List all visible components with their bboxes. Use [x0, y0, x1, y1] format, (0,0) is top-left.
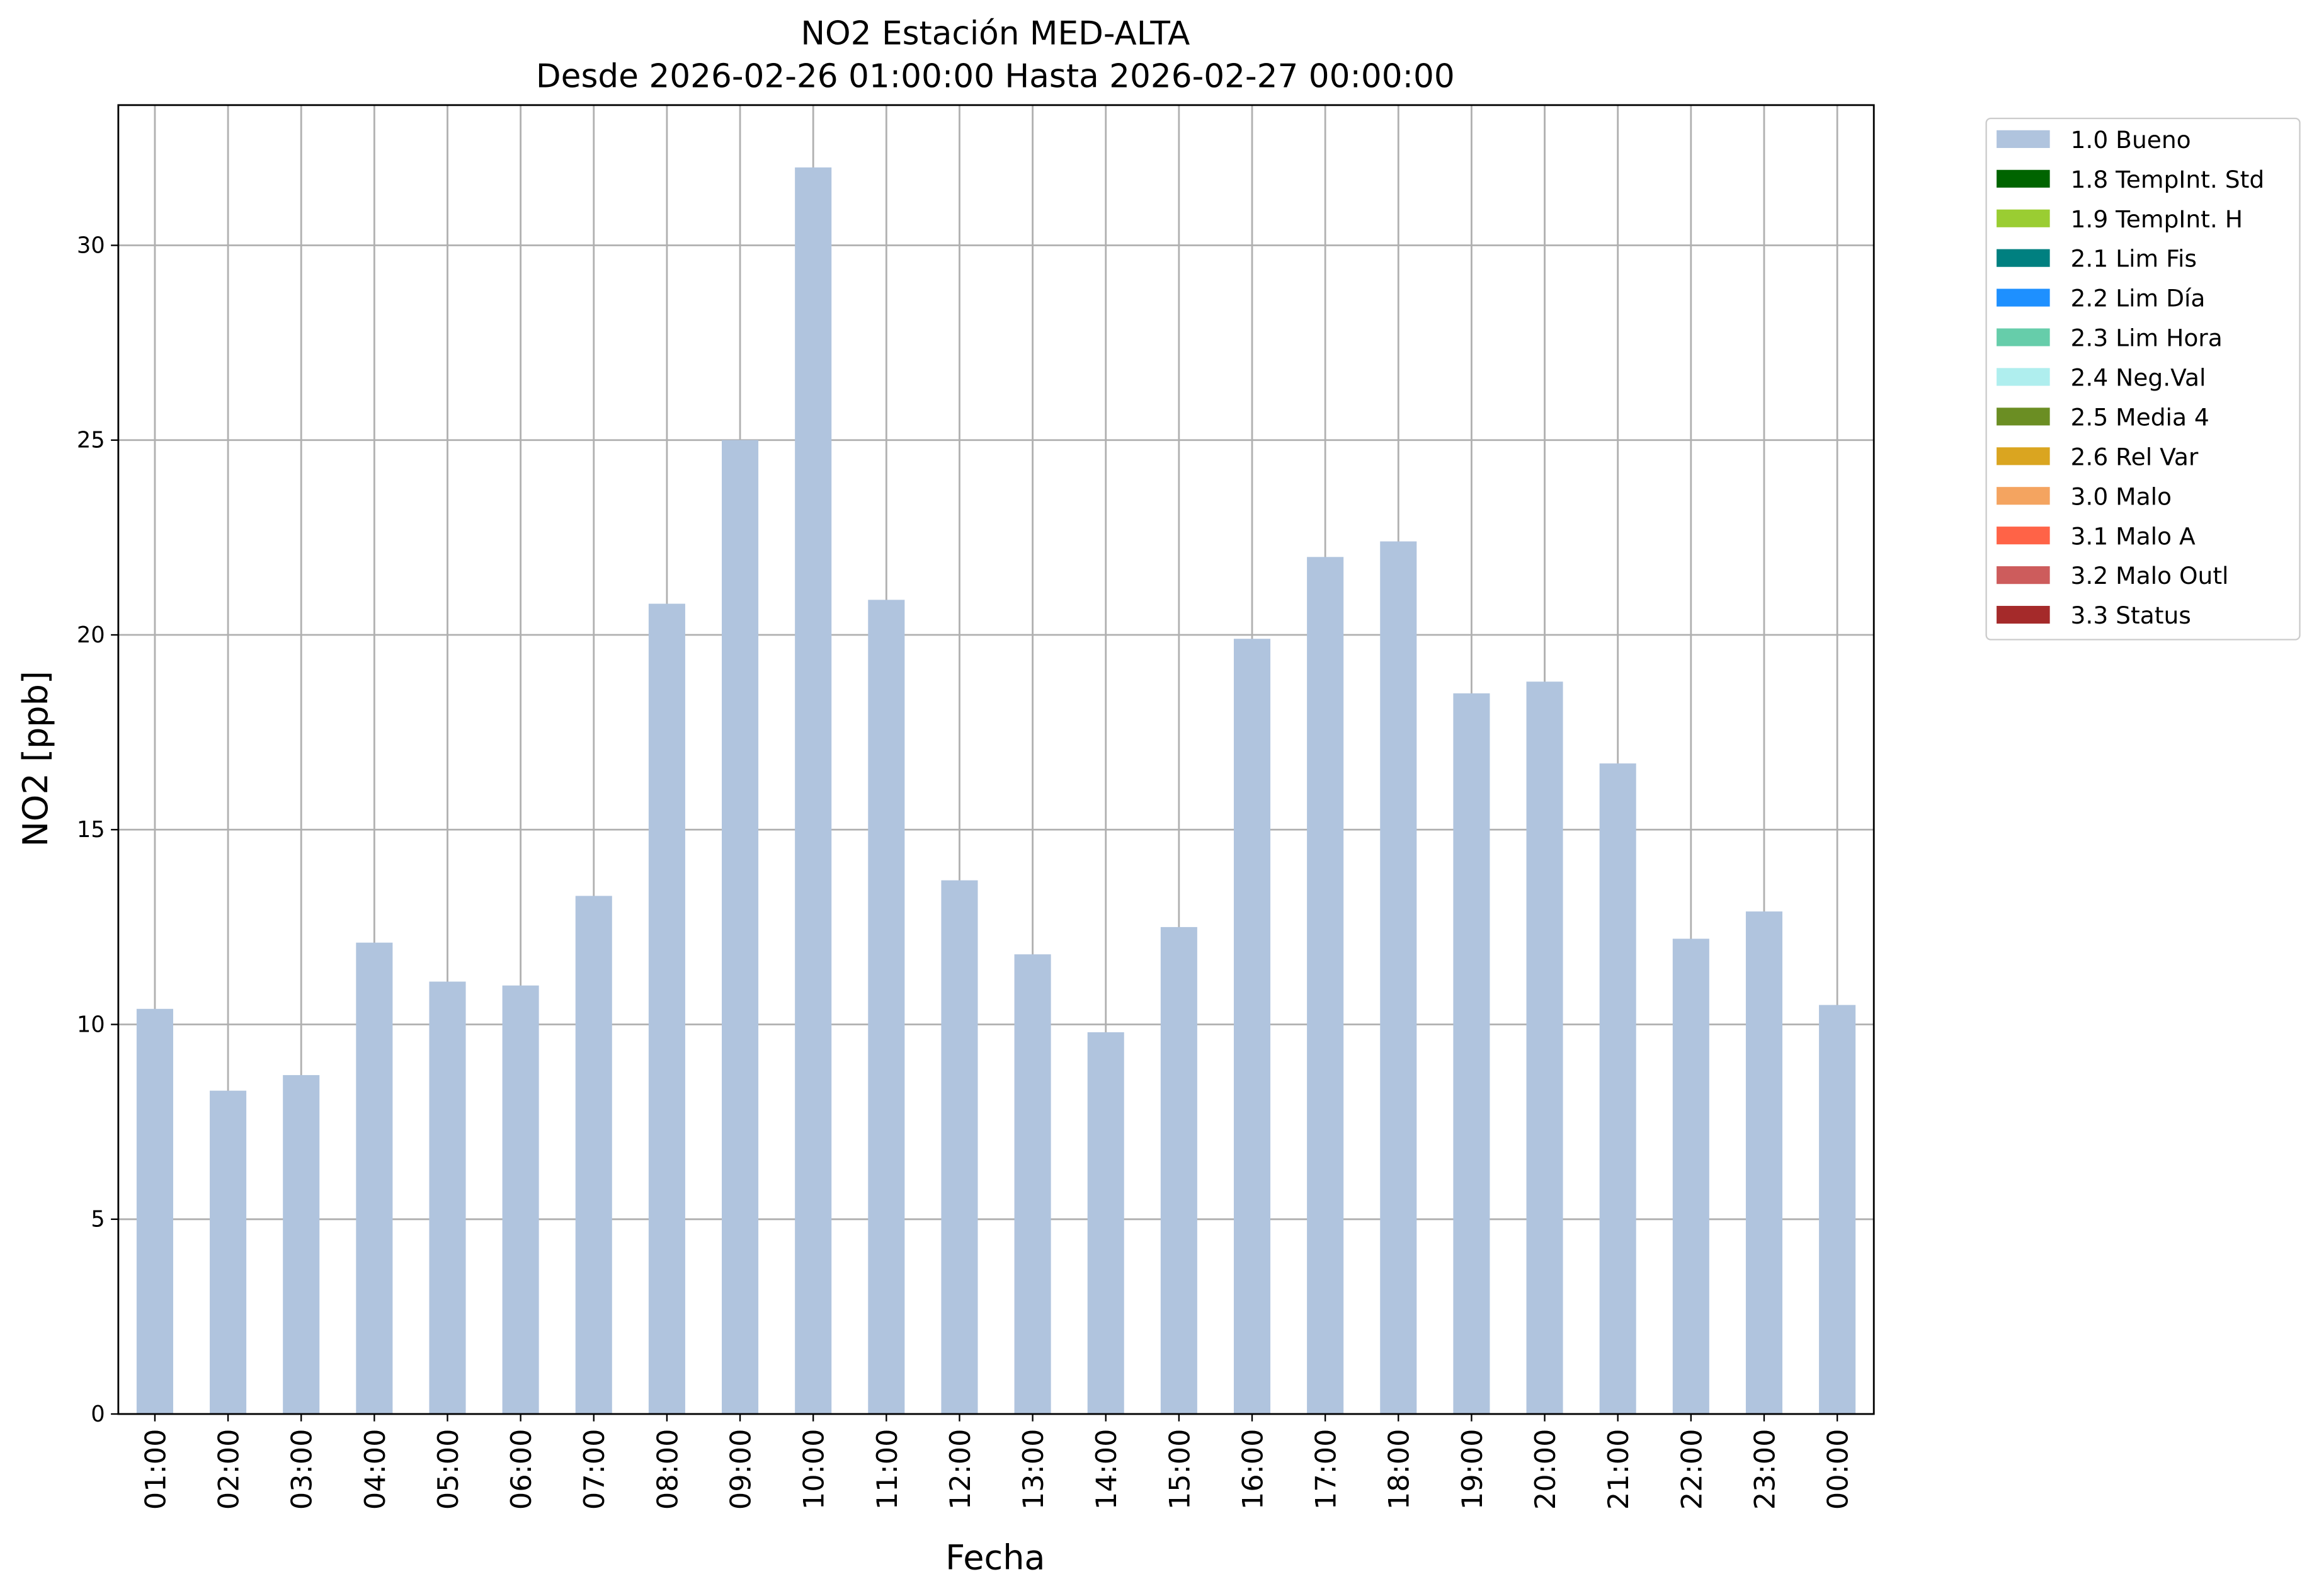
bar [429, 981, 466, 1415]
x-tick-label: 23:00 [1748, 1429, 1781, 1510]
legend-swatch [1997, 249, 2050, 267]
x-tick-label: 14:00 [1090, 1429, 1123, 1510]
legend-label: 2.2 Lim Día [2071, 285, 2206, 312]
legend-label: 2.1 Lim Fis [2071, 245, 2197, 273]
bar [1087, 1032, 1124, 1415]
x-tick-label: 13:00 [1017, 1429, 1050, 1510]
x-tick-label: 20:00 [1529, 1429, 1562, 1510]
x-tick-label: 17:00 [1310, 1429, 1343, 1510]
legend-label: 1.9 TempInt. H [2071, 205, 2243, 233]
x-tick-label: 11:00 [871, 1429, 904, 1510]
chart-title: NO2 Estación MED-ALTA [801, 15, 1190, 53]
bar [502, 985, 539, 1415]
bar [941, 880, 978, 1415]
bar [648, 603, 685, 1415]
legend-box [1985, 117, 2301, 641]
x-tick-label: 01:00 [139, 1429, 172, 1510]
y-tick-label: 15 [77, 817, 105, 843]
bar [1526, 681, 1563, 1415]
y-tick-label: 25 [77, 428, 105, 453]
x-axis-label: Fecha [945, 1538, 1045, 1578]
x-tick-label: 21:00 [1602, 1429, 1635, 1510]
x-tick-label: 06:00 [505, 1429, 538, 1510]
bar [1233, 639, 1271, 1415]
legend-label: 3.0 Malo [2071, 482, 2172, 510]
legend-swatch [1997, 487, 2050, 505]
legend-label: 1.8 TempInt. Std [2071, 166, 2265, 193]
bar [1380, 541, 1417, 1415]
bar [868, 600, 905, 1415]
x-tick-label: 15:00 [1163, 1429, 1196, 1510]
legend-swatch [1997, 408, 2050, 426]
x-tick-label: 04:00 [359, 1429, 392, 1510]
legend-swatch [1997, 566, 2050, 584]
legend-label: 2.4 Neg.Val [2071, 364, 2206, 392]
bar [1307, 557, 1344, 1415]
legend-swatch [1997, 605, 2050, 624]
bar [575, 896, 612, 1415]
x-tick-label: 03:00 [286, 1429, 319, 1510]
bar [210, 1090, 247, 1415]
x-tick-label: 02:00 [213, 1429, 246, 1510]
legend-swatch [1997, 169, 2050, 188]
legend-swatch [1997, 328, 2050, 346]
x-tick-label: 09:00 [724, 1429, 757, 1510]
x-tick-label: 12:00 [944, 1429, 977, 1510]
bar [1160, 926, 1197, 1415]
legend-swatch [1997, 288, 2050, 307]
y-tick-label: 30 [77, 232, 105, 258]
y-tick-label: 20 [77, 622, 105, 648]
bar [722, 440, 759, 1415]
x-tick-label: 16:00 [1236, 1429, 1269, 1510]
legend-swatch [1997, 527, 2050, 545]
chart-subtitle: Desde 2026-02-26 01:00:00 Hasta 2026-02-… [536, 58, 1455, 96]
x-tick-label: 08:00 [651, 1429, 684, 1510]
bar [795, 167, 832, 1415]
y-tick-label: 5 [91, 1207, 105, 1233]
x-tick-label: 19:00 [1456, 1429, 1489, 1510]
x-tick-label: 05:00 [432, 1429, 465, 1510]
bar [1014, 954, 1051, 1415]
plot-frame [117, 104, 1875, 1415]
legend-swatch [1997, 368, 2050, 386]
x-tick-label: 10:00 [798, 1429, 831, 1510]
x-tick-label: 00:00 [1822, 1429, 1855, 1510]
bar [356, 942, 393, 1415]
legend-label: 2.5 Media 4 [2071, 403, 2209, 431]
y-axis-label: NO2 [ppb] [16, 671, 55, 846]
x-tick-label: 18:00 [1383, 1429, 1416, 1510]
bar [1819, 1005, 1856, 1415]
bar [136, 1008, 173, 1415]
bar [1672, 938, 1709, 1415]
x-tick-label: 22:00 [1675, 1429, 1708, 1510]
legend-swatch [1997, 209, 2050, 227]
y-tick-label: 0 [91, 1401, 105, 1427]
legend-label: 3.3 Status [2071, 601, 2191, 629]
legend-label: 2.3 Lim Hora [2071, 324, 2223, 352]
legend-swatch [1997, 130, 2050, 148]
legend-label: 3.2 Malo Outl [2071, 562, 2229, 590]
bar [283, 1074, 320, 1415]
bar [1745, 911, 1783, 1415]
legend-label: 1.0 Bueno [2071, 126, 2191, 154]
legend-label: 3.1 Malo A [2071, 522, 2196, 550]
legend-label: 2.6 Rel Var [2071, 443, 2199, 470]
legend-swatch [1997, 447, 2050, 465]
x-tick-label: 07:00 [578, 1429, 611, 1510]
y-tick-label: 10 [77, 1012, 105, 1037]
bar [1599, 763, 1636, 1415]
bar [1453, 693, 1490, 1415]
